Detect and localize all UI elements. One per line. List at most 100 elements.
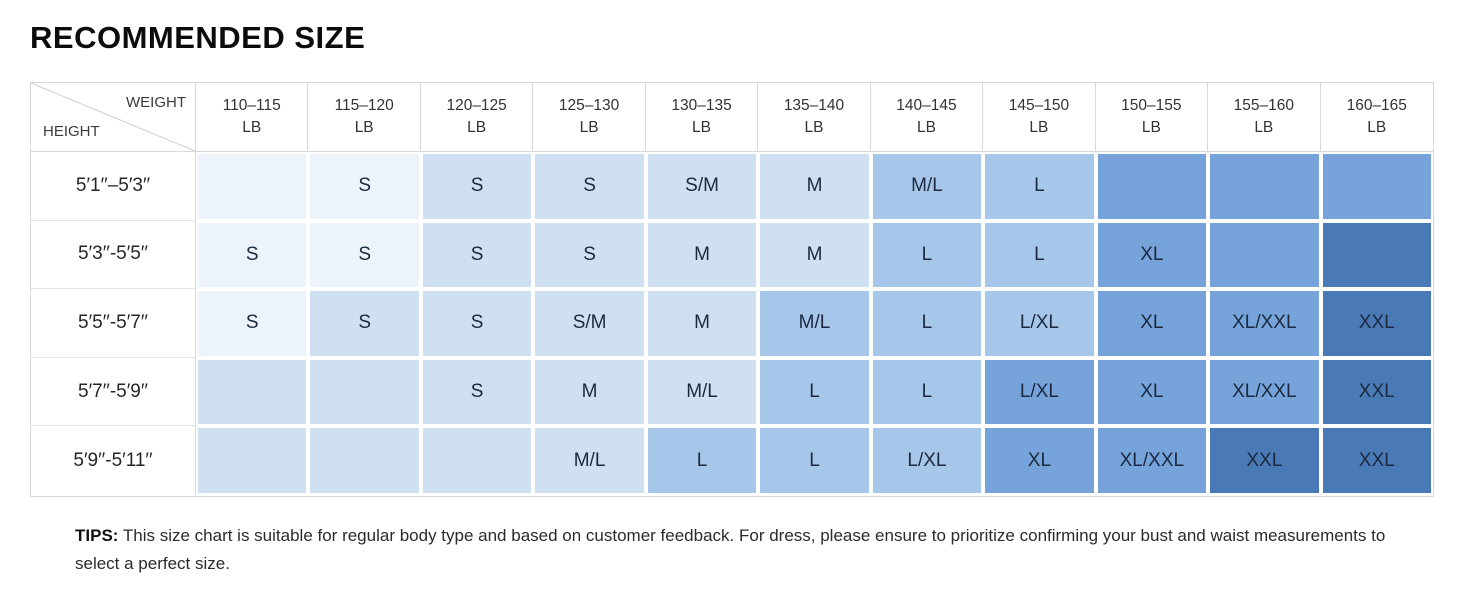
weight-range: 145–150 [1008, 97, 1070, 115]
size-table: WEIGHT HEIGHT 110–115 LB 115–120 LB 120–125 L… [30, 82, 1434, 497]
size-cell [1095, 152, 1209, 221]
weight-column-header: 135–140 LB [758, 83, 871, 152]
size-cell [196, 426, 309, 495]
size-cell [1208, 152, 1321, 221]
tips-label: TIPS: [75, 526, 119, 545]
weight-range: 110–115 [222, 97, 281, 115]
size-cell: S [420, 357, 534, 427]
corner-height-label: HEIGHT [43, 123, 100, 140]
size-cell: L [758, 426, 871, 495]
size-cell: XL/XXL [1208, 357, 1321, 427]
weight-range: 130–135 [671, 97, 732, 115]
size-cell: M [645, 289, 759, 358]
size-cell: S [533, 152, 646, 221]
size-cell [308, 357, 421, 427]
page-title: RECOMMENDED SIZE [30, 20, 366, 55]
size-cell: XL [1095, 220, 1209, 290]
weight-unit: LB [354, 119, 374, 136]
size-cell: L/XL [983, 289, 1096, 358]
size-cell [1208, 220, 1321, 290]
size-cell: S [308, 289, 421, 358]
size-cell: S/M [533, 289, 646, 358]
size-cell: S [308, 220, 421, 290]
size-cell: S [420, 289, 534, 358]
weight-column-header: 110–115 LB [196, 83, 309, 152]
diagonal-divider-line [31, 83, 195, 151]
size-cell: L [983, 152, 1096, 221]
size-cell: M/L [758, 289, 871, 358]
height-row-header: 5′1′′–5′3′′ [31, 152, 196, 221]
weight-unit: LB [579, 119, 599, 136]
corner-weight-label: WEIGHT [126, 94, 186, 111]
weight-unit: LB [1254, 119, 1274, 136]
height-row-header: 5′7′′-5′9′′ [31, 357, 196, 427]
weight-range: 135–140 [783, 97, 845, 115]
size-cell: XL [1095, 289, 1209, 358]
size-cell [420, 426, 534, 495]
tips-text: This size chart is suitable for regular … [75, 526, 1386, 574]
weight-column-header: 160–165 LB [1320, 83, 1433, 152]
weight-range: 155–160 [1233, 97, 1294, 115]
size-cell: L [870, 357, 984, 427]
weight-column-header: 140–145 LB [870, 83, 984, 152]
size-cell: S [196, 289, 309, 358]
size-cell: XXL [1320, 357, 1433, 427]
size-cell: M [758, 220, 871, 290]
size-cell: S [196, 220, 309, 290]
size-cell: S/M [645, 152, 759, 221]
weight-range: 125–130 [558, 97, 620, 115]
weight-range: 140–145 [896, 97, 957, 115]
size-cell: L [983, 220, 1096, 290]
weight-column-header: 125–130 LB [533, 83, 646, 152]
size-cell: XL [1095, 357, 1209, 427]
weight-range: 115–120 [334, 97, 394, 115]
weight-column-header: 115–120 LB [308, 83, 421, 152]
weight-range: 150–155 [1121, 97, 1182, 115]
size-cell: L/XL [983, 357, 1096, 427]
size-cell: M/L [645, 357, 759, 427]
size-cell [196, 357, 309, 427]
size-cell: XXL [1208, 426, 1321, 495]
size-cell: L [758, 357, 871, 427]
weight-unit: LB [692, 119, 712, 136]
size-cell [196, 152, 309, 221]
weight-unit: LB [1367, 119, 1387, 136]
weight-column-header: 145–150 LB [983, 83, 1096, 152]
size-cell [1320, 220, 1433, 290]
height-row-header: 5′3′′-5′5′′ [31, 220, 196, 290]
size-cell: M [645, 220, 759, 290]
size-cell: L [645, 426, 759, 495]
size-cell: M [533, 357, 646, 427]
size-cell [308, 426, 421, 495]
size-cell: M [758, 152, 871, 221]
weight-unit: LB [467, 119, 487, 136]
size-cell: XXL [1320, 426, 1433, 495]
table-corner-cell: WEIGHT HEIGHT [31, 83, 196, 152]
weight-column-header: 130–135 LB [645, 83, 759, 152]
weight-column-header: 150–155 LB [1095, 83, 1209, 152]
size-cell: S [420, 152, 534, 221]
size-cell [1320, 152, 1433, 221]
size-cell: XXL [1320, 289, 1433, 358]
weight-unit: LB [804, 119, 824, 136]
size-cell: XL/XXL [1208, 289, 1321, 358]
weight-unit: LB [242, 119, 262, 136]
size-cell: S [533, 220, 646, 290]
weight-unit: LB [1029, 119, 1049, 136]
weight-column-header: 155–160 LB [1208, 83, 1321, 152]
size-cell: M/L [870, 152, 984, 221]
weight-column-header: 120–125 LB [420, 83, 534, 152]
size-cell: S [308, 152, 421, 221]
weight-range: 120–125 [446, 97, 507, 115]
weight-range: 160–165 [1346, 97, 1407, 115]
size-cell: M/L [533, 426, 646, 495]
weight-unit: LB [1141, 119, 1161, 136]
height-row-header: 5′5′′-5′7′′ [31, 289, 196, 358]
size-cell: L [870, 289, 984, 358]
size-cell: XL [983, 426, 1096, 495]
size-cell: L/XL [870, 426, 984, 495]
tips-note: TIPS: This size chart is suitable for re… [75, 522, 1405, 578]
size-cell: L [870, 220, 984, 290]
size-cell: S [420, 220, 534, 290]
